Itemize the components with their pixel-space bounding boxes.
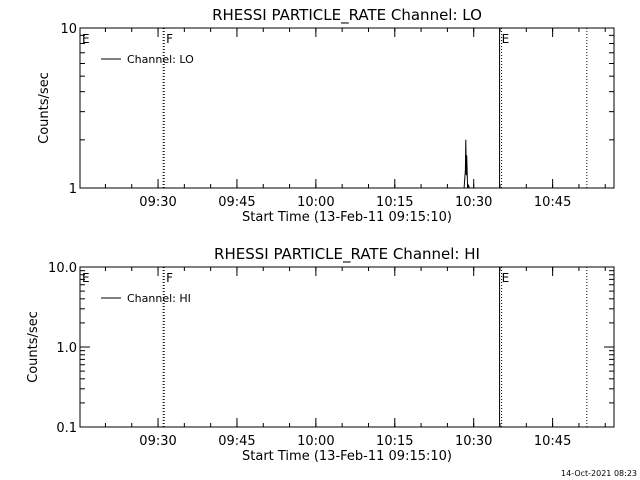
x-tick-label: 09:30 [139, 195, 176, 210]
y-tick-label: 1 [69, 182, 77, 197]
y-tick-label: 1.0 [56, 341, 77, 356]
x-axis-label: Start Time (13-Feb-11 09:15:10) [242, 449, 452, 464]
legend-label: Channel: HI [127, 292, 191, 305]
marker-label: E [82, 271, 90, 285]
marker-label: E [502, 271, 510, 285]
legend-label: Channel: LO [127, 53, 194, 66]
x-tick-label: 10:00 [297, 434, 334, 449]
x-tick-label: 09:45 [218, 434, 255, 449]
footer-timestamp: 14-Oct-2021 08:23 [561, 469, 637, 478]
marker-label: E [82, 32, 90, 46]
marker-label: F [166, 271, 173, 285]
x-tick-label: 10:00 [297, 195, 334, 210]
x-axis-label: Start Time (13-Feb-11 09:15:10) [242, 210, 452, 225]
x-tick-label: 10:15 [376, 434, 413, 449]
y-axis-label: Counts/sec [26, 311, 41, 383]
y-tick-label: 10.0 [48, 261, 77, 276]
x-tick-label: 10:45 [534, 195, 571, 210]
marker-label: E [502, 32, 510, 46]
marker-label: F [166, 32, 173, 46]
y-tick-label: 0.1 [56, 421, 77, 436]
y-axis-label: Counts/sec [37, 72, 52, 144]
plot-frame [79, 266, 615, 428]
plot-frame [79, 27, 615, 189]
x-tick-label: 09:45 [218, 195, 255, 210]
chart-title: RHESSI PARTICLE_RATE Channel: HI [214, 245, 480, 264]
x-tick-label: 10:45 [534, 434, 571, 449]
x-tick-label: 10:15 [376, 195, 413, 210]
chart-title: RHESSI PARTICLE_RATE Channel: LO [212, 6, 482, 25]
x-tick-label: 10:30 [455, 195, 492, 210]
series-line [463, 139, 471, 189]
y-tick-label: 10 [60, 22, 77, 37]
x-tick-label: 09:30 [139, 434, 176, 449]
x-tick-label: 10:30 [455, 434, 492, 449]
